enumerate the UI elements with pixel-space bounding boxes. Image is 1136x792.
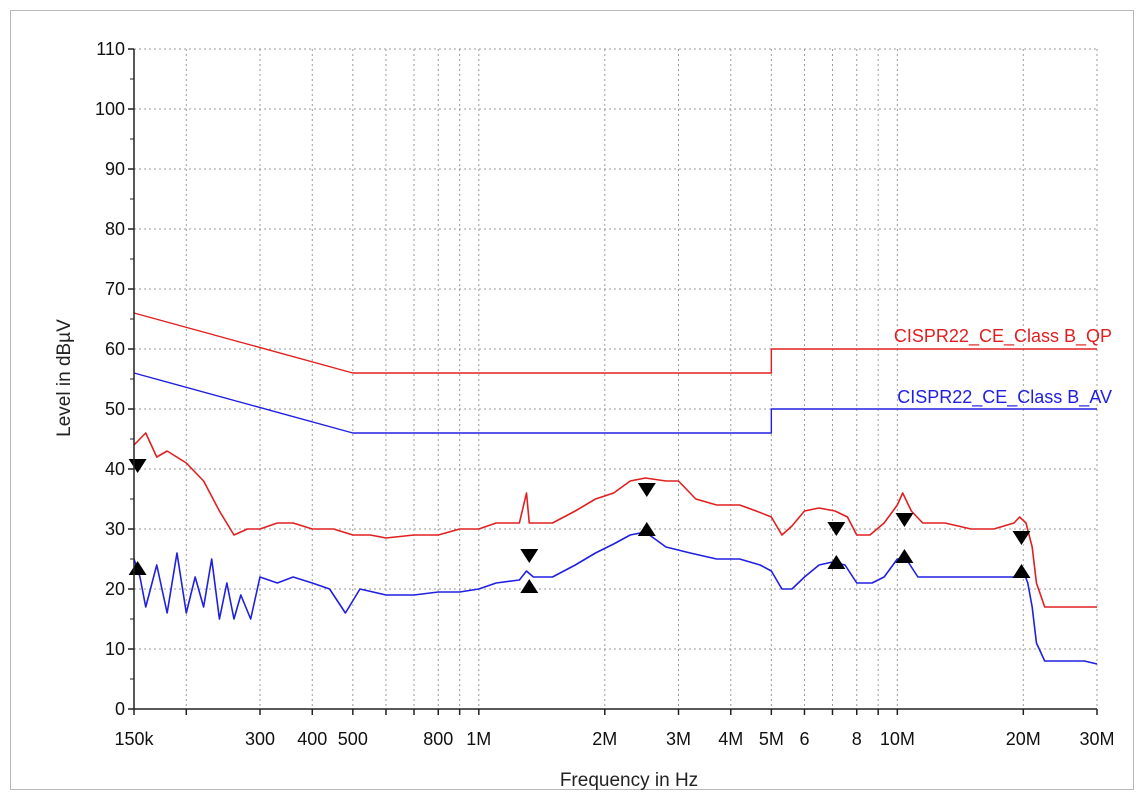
- y-tick-label: 80: [105, 219, 125, 239]
- x-tick-label: 30M: [1079, 729, 1114, 749]
- av-peak-marker: [128, 561, 147, 575]
- x-tick-label: 3M: [666, 729, 691, 749]
- x-tick-label: 8: [852, 729, 862, 749]
- x-tick-label: 800: [423, 729, 453, 749]
- av-peak-marker: [827, 555, 846, 569]
- grid: [134, 48, 1098, 709]
- y-tick-label: 0: [115, 699, 125, 719]
- av-peak-marker: [895, 549, 914, 563]
- x-tick-label: 400: [297, 729, 327, 749]
- y-tick-label: 90: [105, 159, 125, 179]
- qp-peak-marker: [827, 522, 846, 536]
- y-tick-label: 30: [105, 519, 125, 539]
- qp-limit-label: CISPR22_CE_Class B_QP: [894, 326, 1112, 347]
- measurement-trace-3: [133, 531, 1098, 665]
- y-tick-label: 10: [105, 639, 125, 659]
- av-peak-marker: [1012, 564, 1031, 578]
- y-tick-label: 20: [105, 579, 125, 599]
- av-peak-marker: [520, 579, 539, 593]
- chart-frame: [10, 10, 1134, 790]
- x-tick-label: 6: [799, 729, 809, 749]
- x-tick-label: 2M: [592, 729, 617, 749]
- limit-line-1: [133, 372, 1097, 434]
- x-tick-label: 20M: [1006, 729, 1041, 749]
- measurement-trace-2: [133, 432, 1097, 608]
- y-tick-label: 50: [105, 399, 125, 419]
- qp-peak-marker: [520, 549, 539, 563]
- x-tick-label: 500: [338, 729, 368, 749]
- x-tick-label: 5M: [759, 729, 784, 749]
- x-axis-title: Frequency in Hz: [560, 770, 698, 791]
- axes: [128, 48, 1098, 715]
- limit-line-0: [133, 312, 1097, 374]
- y-tick-label: 70: [105, 279, 125, 299]
- y-tick-label: 100: [95, 99, 125, 119]
- x-tick-label: 10M: [880, 729, 915, 749]
- av-limit-label: CISPR22_CE_Class B_AV: [897, 387, 1112, 408]
- qp-peak-marker: [895, 513, 914, 527]
- av-peak-marker: [637, 522, 656, 536]
- y-tick-label: 40: [105, 459, 125, 479]
- x-tick-label: 1M: [466, 729, 491, 749]
- y-tick-label: 60: [105, 339, 125, 359]
- y-axis-title: Level in dBµV: [54, 319, 75, 437]
- qp-peak-marker: [128, 459, 147, 473]
- x-tick-label: 300: [245, 729, 275, 749]
- qp-peak-marker: [637, 483, 656, 497]
- tick-labels: 0 10 20 30 40 50 60 70 80 90 100 110 150k 300 400 500 80…: [95, 39, 1115, 749]
- peak-markers: [128, 459, 1031, 593]
- qp-peak-marker: [1012, 531, 1031, 545]
- x-tick-label: 150k: [114, 729, 154, 749]
- series-lines: [133, 312, 1098, 665]
- y-tick-label: 110: [96, 39, 125, 59]
- x-tick-label: 4M: [718, 729, 743, 749]
